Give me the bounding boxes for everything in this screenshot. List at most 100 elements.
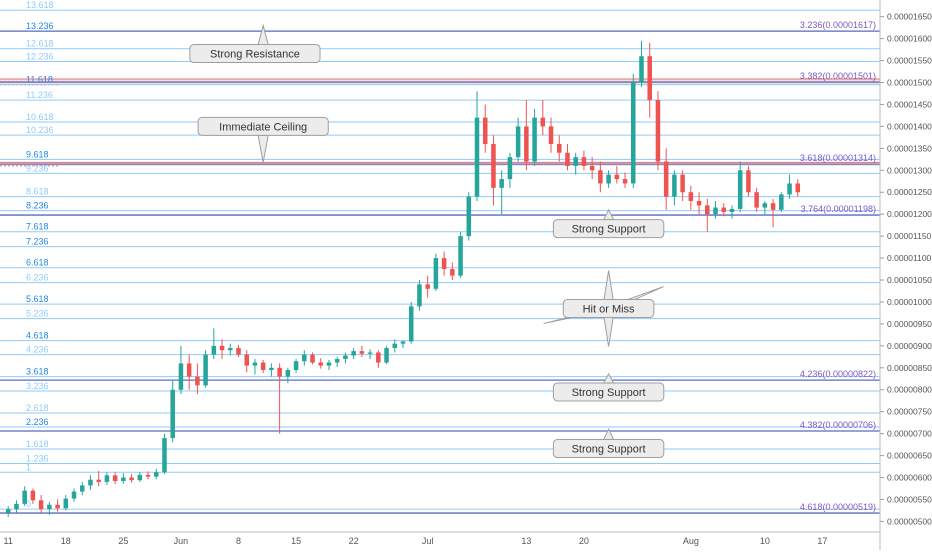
fib-level-label: 3.236 [26,381,49,391]
candle-body [359,351,365,354]
candle-body [417,284,422,307]
candle-body [63,498,69,509]
fib-lines-layer: 13.61813.23612.61812.23611.61811.23610.6… [0,0,880,510]
candle-body [55,504,60,509]
candle-body [228,348,233,351]
candle-body [425,284,430,289]
candle-body [400,341,406,344]
time-tick-label: 8 [236,536,241,546]
candle-body [548,126,554,144]
candle-body [38,500,44,510]
callout-box [562,299,655,319]
time-tick-label: 18 [61,536,71,546]
candle-body [236,348,241,355]
candle-body [787,183,792,195]
candle-body [351,351,356,356]
candle-body [515,126,521,158]
candle-body [622,179,628,184]
price-tick-label: 0.00000850 [887,363,932,373]
candle-body [343,355,348,360]
candle-body [729,208,735,212]
candle-body [318,362,324,366]
candle-body [614,174,620,180]
candle-body [162,438,167,473]
time-tick-label: 17 [817,536,827,546]
time-tick-label: 15 [291,536,301,546]
candle-body [334,359,340,363]
price-tick-label: 0.00000900 [887,341,932,351]
fib-level-label: 11.618 [26,75,53,85]
extension-level-label: 3.618(0.00001314) [800,153,876,163]
candle-body [491,143,496,188]
candle-body [762,203,768,208]
candle-body [88,479,93,486]
fib-level-label: 0 [26,499,31,509]
candle-body [195,376,200,386]
callout-label: Strong Support [572,387,646,399]
candle-body [458,236,463,276]
candle-body [672,174,677,197]
candle-body [705,205,710,215]
candle-body [211,345,217,355]
candle-body [770,203,776,210]
fib-level-label: 6.236 [26,273,49,283]
candle-body [30,490,36,501]
price-tick-label: 0.00001650 [887,12,932,22]
extension-level-label: 4.618(0.00000519) [800,502,876,512]
time-tick-label: 13 [521,536,531,546]
callout-label: Strong Support [572,224,646,236]
candle-body [310,354,315,363]
time-tick-label: 22 [349,536,359,546]
candle-body [5,509,11,513]
candle-body [154,472,159,477]
price-tick-label: 0.00001050 [887,275,932,285]
candle-body [795,183,801,193]
candle-body [244,354,249,366]
candle-body [408,306,414,342]
callout-box [197,116,329,136]
fib-level-label: 2.236 [26,417,49,427]
candle-body [203,354,208,386]
candle-body [507,157,513,180]
price-tick-label: 0.00000550 [887,494,932,504]
candle-body [573,157,578,166]
callout-label: Hit or Miss [583,304,635,316]
callout-box [189,44,321,64]
fib-level-label: 1 [26,462,31,472]
candle-body [589,165,595,171]
price-tick-label: 0.00001400 [887,121,932,131]
candle-body [754,192,759,208]
candle-body [277,367,282,377]
price-tick-label: 0.00001500 [887,78,932,88]
candle-body [367,352,373,354]
candle-body [293,361,299,370]
candle-body [696,201,702,206]
price-tick-label: 0.00000950 [887,319,932,329]
candle-body [655,100,661,162]
candle-body [540,117,546,127]
candle-body [532,117,537,162]
price-tick-label: 0.00000650 [887,451,932,461]
candle-body [466,196,472,237]
candle-body [392,343,398,349]
candle-body [47,504,52,510]
candle-body [688,192,694,202]
price-tick-label: 0.00000700 [887,429,932,439]
fib-level-label: 9.618 [26,149,49,159]
extension-level-label: 4.382(0.00000706) [800,420,876,430]
price-tick-label: 0.00001000 [887,297,932,307]
fib-level-label: 11.236 [26,90,53,100]
candles-layer [5,40,801,518]
time-tick-label: 20 [579,536,589,546]
time-tick-label: Aug [683,536,699,546]
fib-level-label: 3.618 [26,367,49,377]
fib-level-label: 4.618 [26,331,49,341]
candle-body [376,352,381,363]
candle-body [737,170,743,209]
fib-level-label: 12.236 [26,51,54,61]
fib-level-label: 7.618 [26,222,49,232]
candle-body [71,491,77,499]
candle-body [326,362,332,366]
